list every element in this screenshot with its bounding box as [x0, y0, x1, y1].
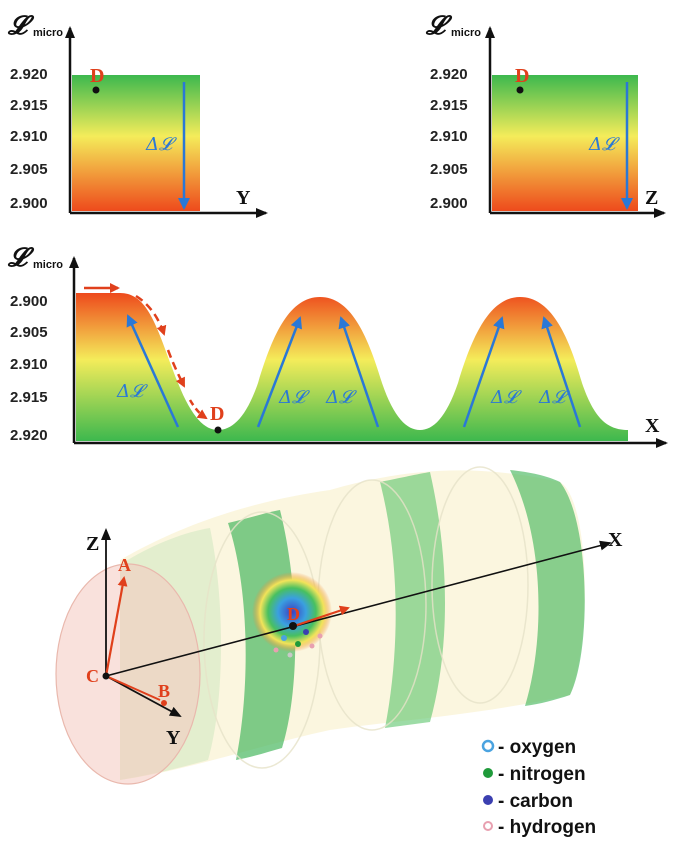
- y-panel-tick-3: 2.905: [10, 161, 48, 178]
- x-panel-delta-arrow-2: [256, 316, 303, 428]
- x-panel-ylabel-sub: micro: [33, 259, 63, 271]
- x-panel-delta-arrow-4: [462, 316, 505, 428]
- x-panel-delta-arrow-1: [126, 314, 180, 428]
- y-profile-panel: 𝓛 micro 2.920 2.915 2.910 2.905 2.900 Y …: [7, 11, 268, 218]
- z-profile-panel: 𝓛 micro 2.920 2.915 2.910 2.905 2.900 Z …: [425, 11, 666, 218]
- point-b-label: B: [158, 681, 170, 701]
- channel-x-label: X: [608, 529, 623, 551]
- z-panel-tick-3: 2.905: [430, 161, 468, 178]
- channel-ring-3: [431, 466, 529, 704]
- x-panel-tick-0: 2.900: [10, 293, 48, 310]
- legend-nitrogen-label: - nitrogen: [498, 764, 586, 785]
- y-panel-tick-2: 2.910: [10, 128, 48, 145]
- atom-carbon: [303, 629, 309, 635]
- x-panel-delta-label-4: Δ𝓛: [490, 387, 522, 408]
- x-panel-path-arrow-4: [188, 399, 208, 420]
- z-panel-xlabel: Z: [645, 187, 658, 209]
- channel-y-label: Y: [166, 727, 181, 749]
- point-d-label: D: [287, 604, 300, 624]
- y-panel-energy-block: [72, 75, 200, 211]
- point-a-label: A: [118, 555, 131, 575]
- y-panel-tick-4: 2.900: [10, 195, 48, 212]
- channel-y-axis: [105, 675, 182, 717]
- legend-hydrogen-icon: [483, 821, 493, 831]
- x-panel-tick-3: 2.915: [10, 389, 48, 406]
- y-panel-xlabel: Y: [236, 187, 251, 209]
- x-panel-tick-4: 2.920: [10, 427, 48, 444]
- point-c-label: C: [86, 666, 99, 686]
- legend-nitrogen-icon: [483, 768, 493, 778]
- atom-hydrogen: [309, 643, 315, 649]
- atom-hydrogen: [287, 652, 293, 658]
- x-panel-energy-wave: [76, 293, 628, 441]
- atom-hydrogen: [273, 647, 279, 653]
- x-panel-ylabel: 𝓛: [7, 243, 35, 273]
- point-c: [102, 672, 110, 680]
- channel-band-3: [380, 472, 445, 728]
- point-d: [289, 622, 297, 630]
- atom-legend: - oxygen - nitrogen - carbon - hydrogen: [481, 737, 596, 838]
- y-panel-delta-label: Δ𝓛: [145, 134, 177, 155]
- x-panel-xlabel: X: [645, 415, 660, 437]
- x-panel-delta-label-2: Δ𝓛: [278, 387, 310, 408]
- channel-opening-rim: [55, 563, 201, 785]
- x-panel-path-arrow-2: [135, 294, 167, 336]
- legend-hydrogen-label: - hydrogen: [498, 817, 596, 838]
- x-panel-path-arrow-3: [166, 349, 186, 388]
- z-panel-tick-1: 2.915: [430, 97, 468, 114]
- channel-z-label: Z: [86, 533, 99, 555]
- channel-opening: [56, 564, 200, 784]
- z-panel-point-label: D: [515, 65, 529, 87]
- z-panel-tick-2: 2.910: [430, 128, 468, 145]
- x-panel-point-d: [214, 426, 222, 434]
- x-panel-tick-1: 2.905: [10, 324, 48, 341]
- z-panel-energy-block: [492, 75, 638, 211]
- x-panel-tick-2: 2.910: [10, 356, 48, 373]
- point-b: [161, 700, 167, 706]
- legend-carbon-icon: [483, 795, 493, 805]
- atom-oxygen: [281, 635, 287, 641]
- y-panel-tick-0: 2.920: [10, 66, 48, 83]
- legend-oxygen-label: - oxygen: [498, 737, 576, 758]
- x-profile-panel: 𝓛 micro 2.900 2.905 2.910 2.915 2.920 X …: [7, 243, 668, 448]
- x-panel-delta-arrow-5: [541, 316, 582, 428]
- y-panel-tick-1: 2.915: [10, 97, 48, 114]
- y-panel-ylabel: 𝓛: [7, 11, 35, 41]
- vector-ca: [104, 576, 128, 677]
- molecule-atoms: [273, 629, 323, 658]
- x-panel-delta-label-3: Δ𝓛: [325, 387, 357, 408]
- x-panel-point-label: D: [210, 403, 224, 425]
- z-panel-tick-4: 2.900: [430, 195, 468, 212]
- channel-band-4: [510, 470, 585, 706]
- x-panel-delta-arrow-3: [338, 316, 380, 428]
- z-panel-delta-label: Δ𝓛: [588, 134, 620, 155]
- x-panel-delta-label-5: Δ𝓛: [538, 387, 570, 408]
- z-panel-ylabel-sub: micro: [451, 27, 481, 39]
- y-panel-ylabel-sub: micro: [33, 27, 63, 39]
- z-panel-tick-0: 2.920: [430, 66, 468, 83]
- channel-x-axis: [105, 540, 612, 677]
- vector-d-direction: [293, 605, 350, 628]
- z-panel-ylabel: 𝓛: [425, 11, 453, 41]
- legend-oxygen-icon: [481, 739, 495, 753]
- atom-hydrogen: [317, 633, 323, 639]
- x-panel-delta-label-1: Δ𝓛: [116, 381, 148, 402]
- channel-3d-view: Z X Y A B C D: [55, 466, 623, 785]
- z-panel-point-d: [516, 86, 524, 94]
- y-panel-point-label: D: [90, 65, 104, 87]
- legend-carbon-label: - carbon: [498, 791, 573, 812]
- y-panel-point-d: [92, 86, 100, 94]
- vector-cb: [105, 675, 161, 701]
- atom-nitrogen: [295, 641, 301, 647]
